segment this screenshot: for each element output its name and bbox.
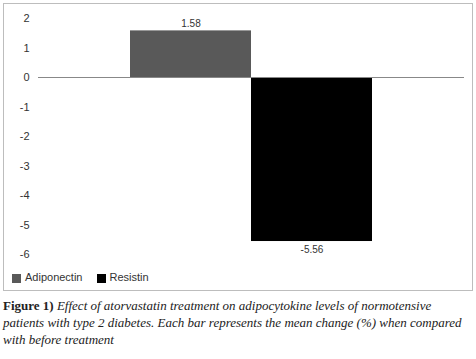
svg-text:-6: -6 — [20, 248, 30, 260]
svg-text:0: 0 — [23, 71, 29, 83]
svg-text:1.58: 1.58 — [181, 18, 201, 29]
svg-text:-3: -3 — [20, 160, 30, 172]
html-text:Adiponectin: Adiponectin — [25, 271, 83, 283]
svg-text:-4: -4 — [20, 189, 30, 201]
svg-text:1: 1 — [23, 42, 29, 54]
html-text:Figure 1) Effect of atorvastat: Figure 1) Effect of atorvastatin treatme… — [3, 298, 462, 347]
svg-text:-1: -1 — [20, 101, 30, 113]
svg-text:-5.56: -5.56 — [301, 244, 324, 255]
html-text:Resistin: Resistin — [109, 271, 149, 283]
svg-text:-2: -2 — [20, 130, 30, 142]
svg-text:2: 2 — [23, 12, 29, 24]
svg-text:-5: -5 — [20, 219, 30, 231]
